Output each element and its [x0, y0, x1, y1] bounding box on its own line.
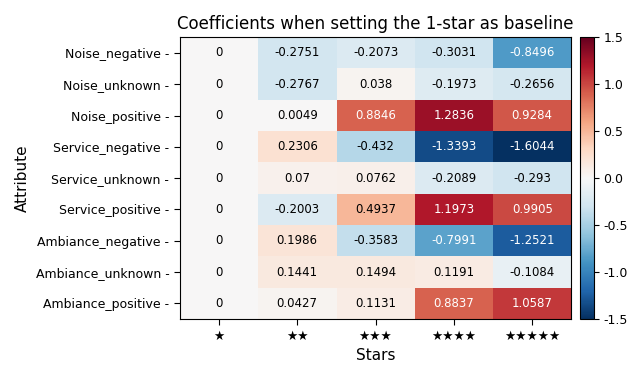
- Text: 0.1986: 0.1986: [276, 234, 317, 247]
- Text: 1.2836: 1.2836: [433, 109, 474, 122]
- Text: -1.2521: -1.2521: [509, 234, 555, 247]
- Text: -0.2751: -0.2751: [275, 46, 320, 59]
- Text: -0.1973: -0.1973: [431, 78, 477, 91]
- Text: -0.7991: -0.7991: [431, 234, 477, 247]
- Text: 0: 0: [215, 203, 223, 216]
- Text: 0.07: 0.07: [284, 172, 310, 185]
- Text: 0.1191: 0.1191: [433, 266, 474, 279]
- Text: -0.2003: -0.2003: [275, 203, 320, 216]
- Text: 0.1441: 0.1441: [276, 266, 318, 279]
- Text: -0.1084: -0.1084: [509, 266, 555, 279]
- Title: Coefficients when setting the 1-star as baseline: Coefficients when setting the 1-star as …: [177, 15, 574, 33]
- Text: -0.2089: -0.2089: [431, 172, 477, 185]
- Text: 0: 0: [215, 46, 223, 59]
- Text: 0.0049: 0.0049: [276, 109, 317, 122]
- X-axis label: Stars: Stars: [356, 348, 396, 363]
- Text: -1.3393: -1.3393: [431, 140, 477, 153]
- Text: -0.2767: -0.2767: [275, 78, 320, 91]
- Text: 1.0587: 1.0587: [512, 297, 552, 310]
- Text: 0: 0: [215, 109, 223, 122]
- Text: 0: 0: [215, 297, 223, 310]
- Text: 0.9905: 0.9905: [512, 203, 552, 216]
- Text: -0.3031: -0.3031: [431, 46, 476, 59]
- Text: 0: 0: [215, 172, 223, 185]
- Text: -1.6044: -1.6044: [509, 140, 555, 153]
- Text: 0.9284: 0.9284: [512, 109, 553, 122]
- Text: -0.2073: -0.2073: [353, 46, 398, 59]
- Text: 0: 0: [215, 140, 223, 153]
- Text: -0.293: -0.293: [513, 172, 551, 185]
- Text: -0.432: -0.432: [356, 140, 394, 153]
- Text: 0.038: 0.038: [359, 78, 392, 91]
- Text: 0.8837: 0.8837: [433, 297, 474, 310]
- Text: -0.3583: -0.3583: [353, 234, 398, 247]
- Text: 0.1494: 0.1494: [355, 266, 396, 279]
- Text: 0: 0: [215, 234, 223, 247]
- Text: 0.0762: 0.0762: [355, 172, 396, 185]
- Text: 0.1131: 0.1131: [355, 297, 396, 310]
- Text: 1.1973: 1.1973: [433, 203, 474, 216]
- Text: 0: 0: [215, 266, 223, 279]
- Text: 0.2306: 0.2306: [276, 140, 317, 153]
- Text: 0.4937: 0.4937: [355, 203, 396, 216]
- Text: -0.8496: -0.8496: [509, 46, 555, 59]
- Text: 0.0427: 0.0427: [276, 297, 317, 310]
- Text: -0.2656: -0.2656: [509, 78, 555, 91]
- Y-axis label: Attribute: Attribute: [15, 144, 30, 212]
- Text: 0.8846: 0.8846: [355, 109, 396, 122]
- Text: 0: 0: [215, 78, 223, 91]
